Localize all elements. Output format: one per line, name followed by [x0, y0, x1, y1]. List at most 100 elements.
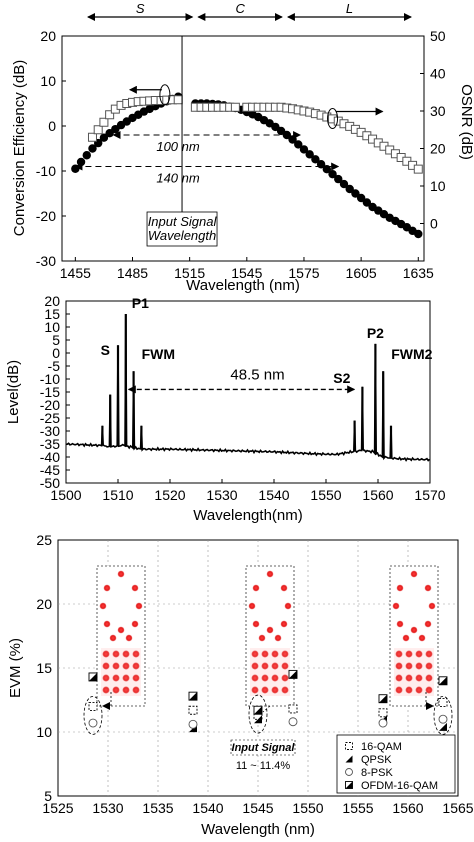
constellation-dot — [117, 626, 125, 634]
evm-point — [288, 717, 298, 727]
constellation-dot — [410, 570, 418, 578]
y-tick-label: 15 — [44, 306, 60, 322]
constellation-dot — [135, 602, 143, 610]
constellation-dot — [251, 650, 259, 658]
y-tick-label: -5 — [48, 358, 61, 374]
constellation-dot — [252, 620, 260, 628]
constellation-dot — [251, 674, 259, 682]
conversion-efficiency-point — [311, 155, 320, 164]
evm-point-fill — [189, 692, 197, 701]
constellation-inset — [389, 565, 439, 707]
x-tick-label: 1485 — [117, 265, 148, 281]
input-signal-note-box — [230, 739, 296, 756]
x-tick-label: 1575 — [288, 265, 319, 281]
y-tick-label: 5 — [52, 332, 60, 348]
x-tick-label: 1565 — [442, 800, 473, 816]
y-tick-label: 20 — [44, 293, 60, 309]
constellation-dot — [131, 620, 139, 628]
legend-label: QPSK — [361, 754, 392, 766]
y-axis-title: Conversion Efficiency (dB) — [11, 60, 28, 236]
input-signal-box — [146, 211, 218, 247]
y-tick-label: -45 — [40, 462, 60, 478]
evm-point-fill — [379, 694, 387, 703]
constellation-dot — [261, 650, 269, 658]
constellation-dot — [258, 634, 266, 642]
y2-tick-label: 10 — [430, 178, 446, 194]
constellation-dot — [284, 602, 292, 610]
constellation-dot — [122, 686, 130, 694]
constellation-inset — [96, 565, 146, 707]
constellation-dot — [425, 662, 433, 670]
constellation-dot — [424, 584, 432, 592]
constellation-dot — [103, 620, 111, 628]
peak-label: P1 — [132, 295, 149, 311]
constellation-dot — [261, 686, 269, 694]
constellation-dot — [392, 602, 400, 610]
evm-point — [438, 698, 448, 708]
x-axis-title: Wavelength(nm) — [193, 507, 302, 524]
conversion-efficiency-point — [71, 164, 80, 173]
constellation-dot — [266, 570, 274, 578]
y2-axis-title: OSNR (dB) — [458, 84, 474, 160]
constellation-dot — [109, 634, 117, 642]
evm-point — [88, 718, 98, 728]
constellation-insets — [83, 565, 453, 735]
constellation-dot — [99, 602, 107, 610]
x-tick-label: 1520 — [154, 487, 185, 503]
constellation-dot — [132, 662, 140, 670]
constellation-dot — [125, 634, 133, 642]
constellation-dot — [132, 674, 140, 682]
y2-tick-label: 40 — [430, 66, 446, 82]
y-tick-label: -30 — [40, 423, 60, 439]
y-tick-label: 10 — [40, 73, 56, 89]
constellation-dot — [274, 634, 282, 642]
axis-ticks: 1455 1485 1515 1545 1575 1605 1635 -30 -20 -10 0 10… — [36, 28, 446, 281]
conversion-efficiency-point — [88, 144, 97, 153]
y-tick-label: 10 — [44, 319, 60, 335]
legend-label: 16-QAM — [361, 741, 402, 753]
x-tick-label: 1550 — [292, 800, 323, 816]
y-tick-label: 20 — [40, 28, 56, 44]
y-tick-label: -10 — [40, 371, 60, 387]
constellation-dot — [281, 686, 289, 694]
osnr-point — [413, 164, 423, 174]
plot-frame — [61, 35, 425, 262]
constellation-dot — [266, 626, 274, 634]
legend-label: 8-PSK — [361, 767, 393, 779]
evm-point — [439, 722, 447, 731]
y-tick-label: 5 — [44, 788, 52, 804]
conversion-efficiency-point — [356, 193, 366, 203]
constellation-dot — [281, 662, 289, 670]
constellation-dot — [271, 650, 279, 658]
constellation-dot — [395, 686, 403, 694]
constellation-dot — [415, 686, 423, 694]
constellation-dot — [396, 620, 404, 628]
constellation-dot — [122, 650, 130, 658]
x-tick-label: 1530 — [206, 487, 237, 503]
conversion-efficiency-point — [362, 198, 372, 207]
peak-label: FWM2 — [391, 346, 432, 362]
constellation-haze — [394, 648, 434, 696]
legend-marker — [345, 742, 353, 750]
evm-point-fill — [289, 670, 297, 679]
x-tick-label: 1560 — [392, 800, 423, 816]
input-signal-label-line1: Input Signal — [148, 214, 218, 229]
spectrum-chart: 1500 1510 1520 1530 1540 1550 1560 1570-50-45-4… — [5, 293, 446, 524]
constellation-dot — [395, 650, 403, 658]
constellation-haze — [250, 648, 290, 696]
evm-point — [438, 714, 448, 724]
input-signal-note-value: 11 ~ 11.4% — [236, 760, 291, 772]
bandwidth-label: 100 nm — [156, 139, 200, 154]
input-signal-note-title: Input Signal — [232, 742, 296, 754]
legend-label: OFDM-16-QAM — [361, 780, 438, 792]
peak-label: FWM — [142, 346, 175, 362]
constellation-dot — [405, 650, 413, 658]
right-axis-indicator-ellipse — [327, 108, 339, 129]
y-tick-label: 10 — [36, 724, 52, 740]
x-tick-label: 1605 — [346, 265, 377, 281]
constellation-dot — [405, 674, 413, 682]
y-tick-label: -30 — [36, 253, 56, 269]
x-tick-label: 1455 — [60, 265, 91, 281]
